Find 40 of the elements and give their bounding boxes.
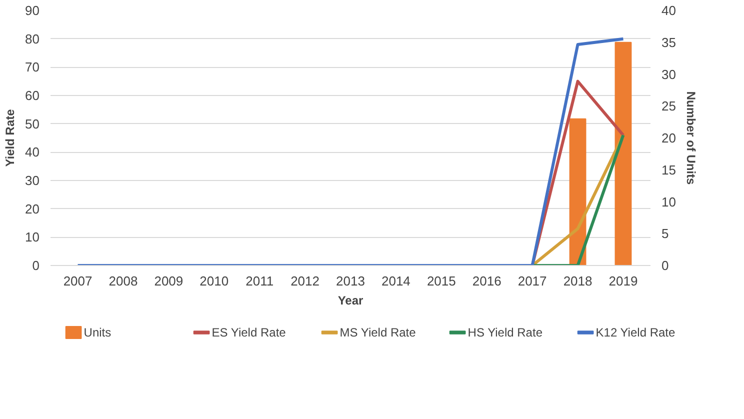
x-tick-label: 2007 — [63, 274, 92, 288]
legend-label: K12 Yield Rate — [596, 326, 676, 340]
x-tick-label: 2014 — [381, 274, 410, 288]
x-tick-label: 2013 — [336, 274, 365, 288]
y-tick-label: 0 — [32, 258, 40, 273]
x-tick-label: 2019 — [608, 274, 638, 288]
y-tick-label: 70 — [25, 60, 40, 75]
y2-tick-label: 35 — [662, 34, 676, 50]
legend-label: MS Yield Rate — [340, 326, 416, 340]
y2-tick-label: 5 — [662, 226, 669, 242]
x-tick-label: 2009 — [154, 274, 184, 288]
legend-label: Units — [84, 326, 112, 340]
y-tick-label: 20 — [25, 201, 40, 216]
y-tick-label: 50 — [25, 116, 40, 132]
x-tick-label: 2012 — [290, 274, 320, 288]
x-tick-label: 2010 — [200, 274, 229, 288]
y2-tick-label: 0 — [662, 258, 669, 273]
x-tick-label: 2015 — [426, 274, 456, 288]
y-tick-label: 10 — [25, 230, 40, 245]
x-tick-label: 2011 — [246, 274, 274, 288]
y2-tick-label: 15 — [662, 162, 676, 178]
y-tick-label: 80 — [25, 31, 40, 46]
y2-tick-label: 25 — [662, 98, 676, 114]
x-tick-label: 2008 — [108, 274, 138, 288]
x-tick-label: 2016 — [472, 274, 502, 288]
y2-tick-label: 20 — [662, 130, 676, 146]
y2-tick-label: 10 — [662, 194, 676, 210]
y2-tick-label: 40 — [662, 3, 676, 18]
y-tick-label: 90 — [25, 3, 40, 18]
y2-axis-title: Number of Units — [684, 91, 698, 185]
legend-label: ES Yield Rate — [212, 326, 286, 340]
x-axis-title: Year — [338, 294, 364, 308]
legend-label: HS Yield Rate — [468, 326, 543, 340]
y-tick-label: 40 — [25, 144, 40, 160]
x-tick-label: 2018 — [563, 274, 592, 288]
y-axis-title: Yield Rate — [3, 108, 18, 167]
y2-tick-label: 30 — [662, 66, 676, 82]
x-tick-label: 2017 — [518, 274, 547, 288]
y-tick-label: 60 — [25, 88, 40, 103]
y-tick-label: 30 — [25, 173, 40, 188]
